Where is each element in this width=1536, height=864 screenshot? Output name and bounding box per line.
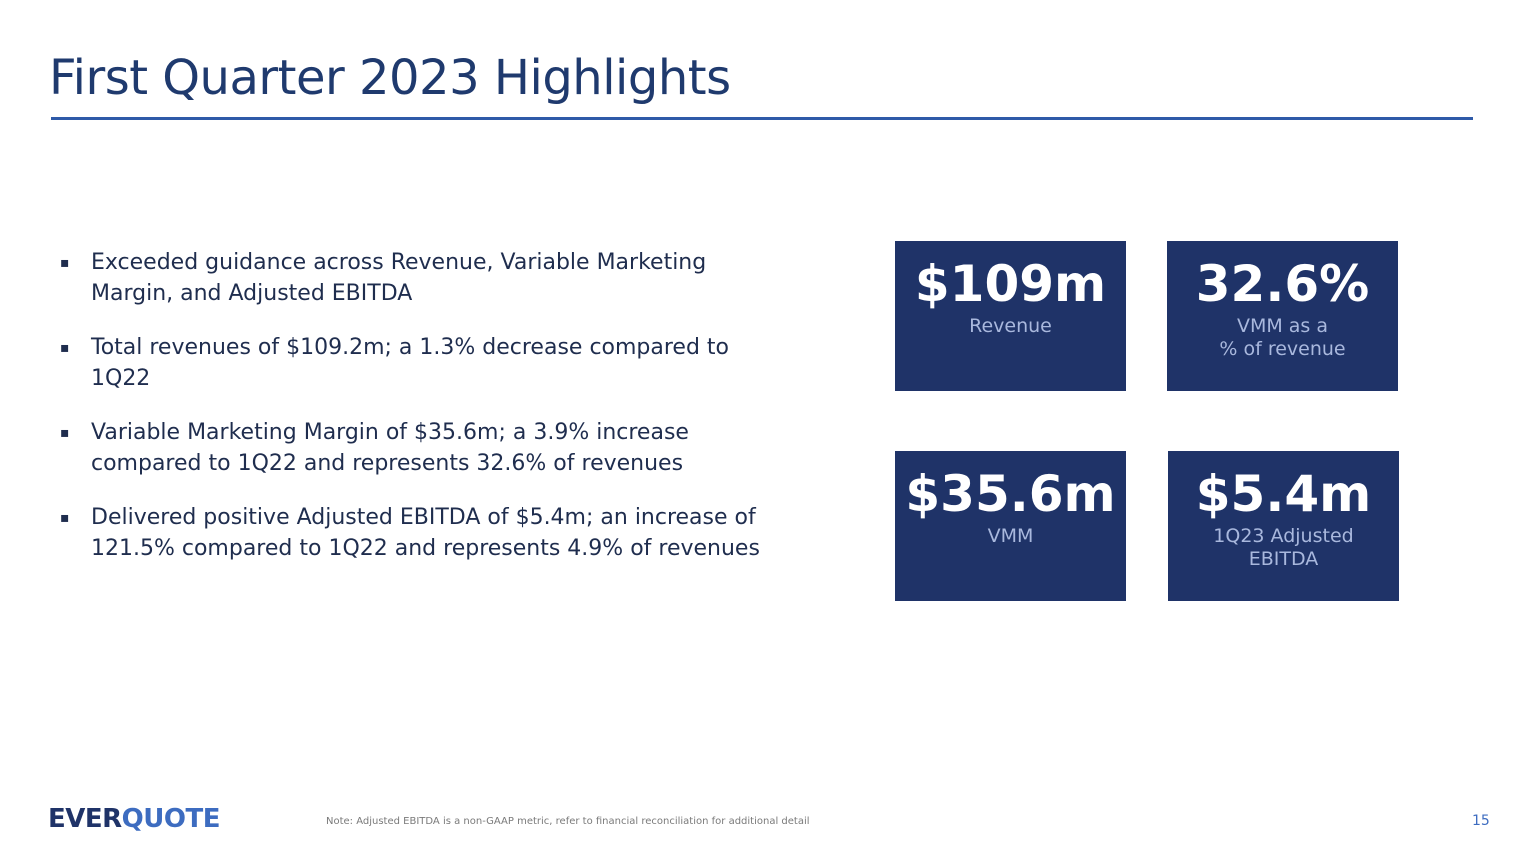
kpi-label: EBITDA: [1248, 548, 1319, 570]
title-rule: [51, 117, 1473, 120]
kpi-value: $35.6m: [905, 465, 1116, 523]
kpi-value: 32.6%: [1195, 255, 1370, 313]
kpi-value: $5.4m: [1195, 465, 1372, 523]
bullet: Delivered positive Adjusted EBITDA of $5…: [60, 503, 770, 564]
bullet-list: Exceeded guidance across Revenue, Variab…: [60, 248, 770, 588]
kpi-label: % of revenue: [1219, 338, 1346, 360]
kpi-label: Revenue: [969, 315, 1052, 337]
kpi-tile: $35.6m VMM: [895, 451, 1126, 601]
bullet: Total revenues of $109.2m; a 1.3% decrea…: [60, 333, 770, 394]
kpi-tile: $5.4m 1Q23 Adjusted EBITDA: [1168, 451, 1399, 601]
bullet: Exceeded guidance across Revenue, Variab…: [60, 248, 770, 309]
kpi-label: VMM as a: [1236, 315, 1329, 337]
logo-part: EVER: [48, 804, 122, 834]
logo-part: QUOTE: [121, 804, 221, 834]
slide-title: First Quarter 2023 Highlights: [49, 50, 731, 106]
kpi-label: VMM: [987, 525, 1034, 547]
page-number: 15: [1472, 813, 1490, 829]
kpi-tile: $109m Revenue: [895, 241, 1126, 391]
bullet: Variable Marketing Margin of $35.6m; a 3…: [60, 418, 770, 479]
kpi-value: $109m: [914, 255, 1107, 313]
kpi-label: 1Q23 Adjusted: [1213, 525, 1354, 547]
footnote: Note: Adjusted EBITDA is a non-GAAP metr…: [326, 816, 810, 827]
logo: EVERQUOTE: [48, 804, 221, 834]
kpi-tile: 32.6% VMM as a % of revenue: [1167, 241, 1398, 391]
